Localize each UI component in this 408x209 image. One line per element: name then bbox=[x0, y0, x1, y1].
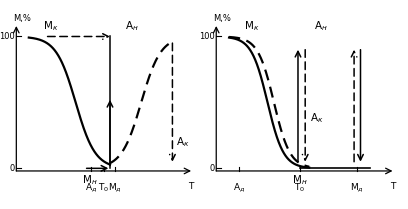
Text: А$_д$: А$_д$ bbox=[85, 181, 98, 194]
Text: А$_к$: А$_к$ bbox=[175, 135, 189, 149]
Text: М$_к$: М$_к$ bbox=[43, 19, 58, 33]
Text: Т$_0$: Т$_0$ bbox=[294, 181, 305, 194]
Text: М$_н$: М$_н$ bbox=[82, 174, 98, 187]
Text: Т: Т bbox=[390, 181, 395, 191]
Text: А$_д$: А$_д$ bbox=[233, 181, 245, 194]
Text: Т$_0$: Т$_0$ bbox=[98, 181, 109, 194]
Text: М$_к$: М$_к$ bbox=[244, 19, 259, 33]
Text: 0: 0 bbox=[9, 164, 15, 173]
Text: М,%: М,% bbox=[13, 14, 31, 23]
Text: Т: Т bbox=[188, 181, 194, 191]
Text: М$_д$: М$_д$ bbox=[108, 181, 122, 194]
Text: А$_н$: А$_н$ bbox=[314, 19, 327, 33]
Text: 100: 100 bbox=[199, 32, 215, 41]
Text: М$_н$: М$_н$ bbox=[292, 174, 307, 187]
Text: М,%: М,% bbox=[213, 14, 231, 23]
Text: 100: 100 bbox=[0, 32, 15, 41]
Text: М$_д$: М$_д$ bbox=[350, 181, 364, 194]
Text: 0: 0 bbox=[209, 164, 215, 173]
Text: А$_н$: А$_н$ bbox=[125, 19, 139, 33]
Text: А$_к$: А$_к$ bbox=[310, 111, 324, 125]
